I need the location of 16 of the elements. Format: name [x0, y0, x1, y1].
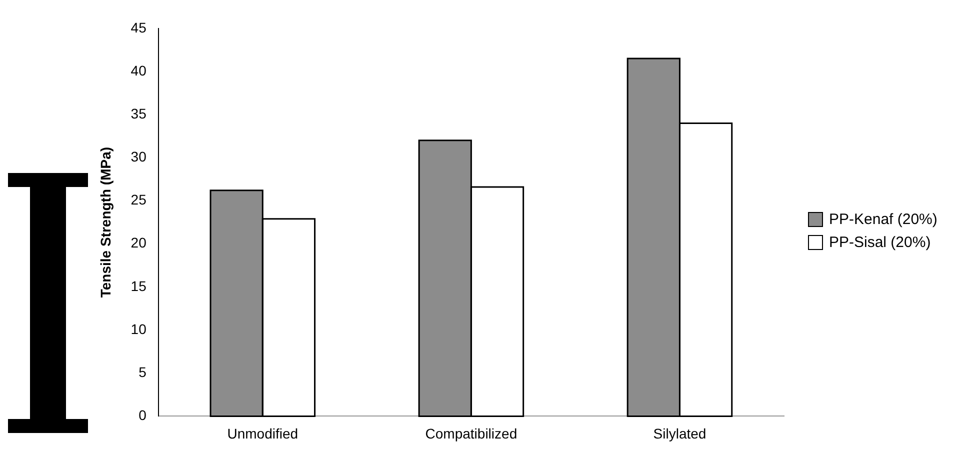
x-tick-label: Unmodified [227, 425, 298, 442]
y-tick-label: 45 [130, 19, 147, 36]
y-tick-label: 20 [130, 234, 147, 251]
y-tick-label: 0 [138, 407, 147, 424]
text: PP-Sisal (20%) [829, 234, 931, 250]
y-tick-label: 10 [130, 320, 147, 337]
y-tick-label: 35 [130, 105, 147, 122]
y-tick-label: 25 [130, 192, 147, 208]
x-tick-label: Compatibilized [425, 425, 518, 442]
legend-label: PP-Kenaf (20%) [829, 210, 938, 228]
x-tick-label: Silylated [653, 425, 706, 442]
y-tick-label: 15 [130, 278, 147, 294]
y-tick-label: 40 [130, 62, 147, 78]
y-tick-label: 5 [138, 364, 147, 380]
y-tick-label: 30 [130, 148, 147, 165]
y-axis-title: Tensile Strength (MPa) [97, 146, 114, 298]
